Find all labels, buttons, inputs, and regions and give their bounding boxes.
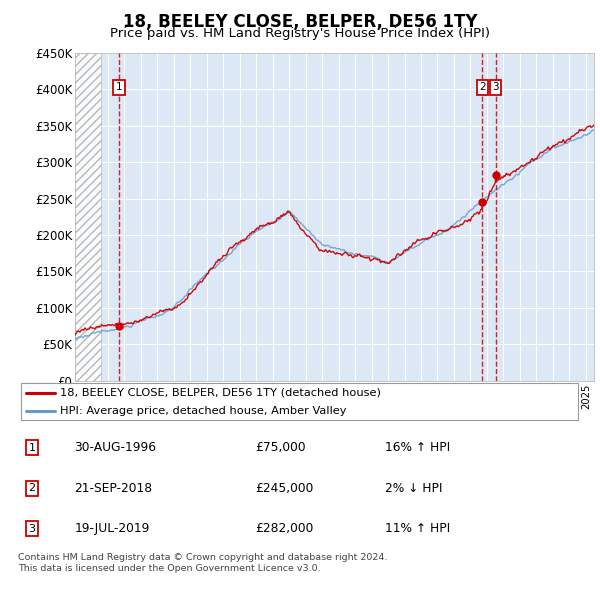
Text: 30-AUG-1996: 30-AUG-1996 (74, 441, 157, 454)
Text: £75,000: £75,000 (255, 441, 305, 454)
Text: 11% ↑ HPI: 11% ↑ HPI (385, 522, 450, 535)
Text: 18, BEELEY CLOSE, BELPER, DE56 1TY (detached house): 18, BEELEY CLOSE, BELPER, DE56 1TY (deta… (60, 388, 381, 398)
Text: 1: 1 (116, 83, 122, 93)
Text: 2% ↓ HPI: 2% ↓ HPI (385, 481, 442, 495)
Text: 3: 3 (493, 83, 499, 93)
Text: Price paid vs. HM Land Registry's House Price Index (HPI): Price paid vs. HM Land Registry's House … (110, 27, 490, 40)
Bar (75, 53, 101, 381)
Text: £245,000: £245,000 (255, 481, 313, 495)
Text: 2: 2 (29, 483, 35, 493)
FancyBboxPatch shape (21, 384, 578, 420)
Text: HPI: Average price, detached house, Amber Valley: HPI: Average price, detached house, Ambe… (60, 406, 347, 416)
Text: 21-SEP-2018: 21-SEP-2018 (74, 481, 152, 495)
Text: 2: 2 (479, 83, 485, 93)
Text: Contains HM Land Registry data © Crown copyright and database right 2024.
This d: Contains HM Land Registry data © Crown c… (18, 553, 388, 573)
Text: 1: 1 (29, 442, 35, 453)
Text: 16% ↑ HPI: 16% ↑ HPI (385, 441, 450, 454)
Text: 19-JUL-2019: 19-JUL-2019 (74, 522, 150, 535)
Text: £282,000: £282,000 (255, 522, 313, 535)
Text: 3: 3 (29, 524, 35, 534)
Text: 18, BEELEY CLOSE, BELPER, DE56 1TY: 18, BEELEY CLOSE, BELPER, DE56 1TY (123, 13, 477, 31)
